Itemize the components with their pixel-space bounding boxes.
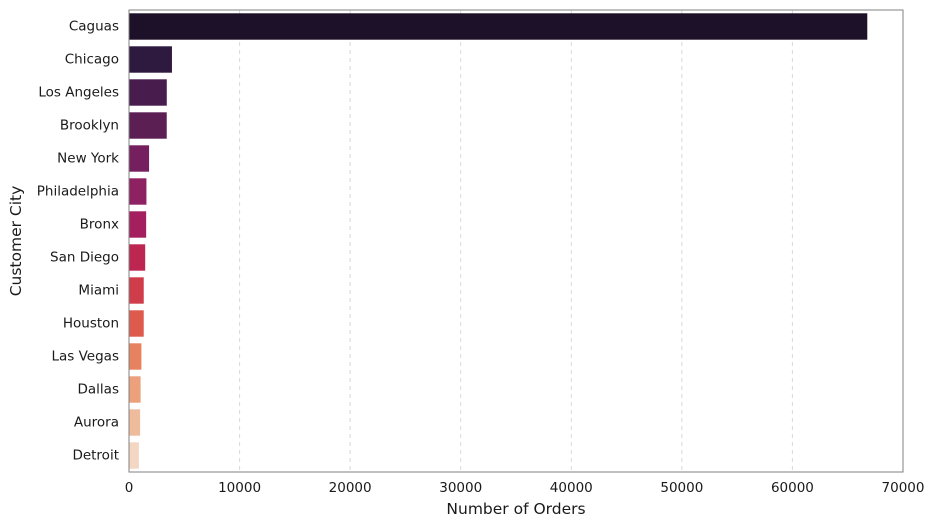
x-tick-label: 10000 [218,480,261,496]
bar [129,343,142,370]
y-tick-label: Las Vegas [52,349,120,365]
y-tick-label: Miami [78,283,119,299]
x-tick-labels: 0 10000 20000 30000 40000 50000 60000 70000 [125,480,925,496]
x-tick-label: 30000 [439,480,482,496]
bar [129,46,172,73]
y-tick-label: Detroit [72,448,119,464]
y-tick-label: Philadelphia [37,184,119,200]
y-tick-label: Chicago [65,52,119,68]
bar [129,310,144,337]
y-tick-label: Los Angeles [38,85,119,101]
y-tick-label: Houston [63,316,119,332]
bar [129,112,167,139]
y-tick-label: New York [57,151,119,167]
x-tick-label: 20000 [329,480,372,496]
y-axis-title: Customer City [7,186,25,297]
y-tick-label: Brooklyn [60,118,119,134]
x-tick-label: 0 [125,480,134,496]
bar [129,244,146,271]
bars [129,13,868,469]
x-tick-label: 60000 [771,480,814,496]
y-tick-labels: Caguas Chicago Los Angeles Brooklyn New York… [37,19,119,464]
x-tick-label: 70000 [882,480,925,496]
x-tick-label: 40000 [550,480,593,496]
gridlines [239,10,793,472]
bar [129,409,141,436]
bar [129,442,139,469]
bar [129,277,144,304]
bar [129,376,141,403]
bar [129,145,150,172]
y-tick-label: Bronx [80,217,119,233]
bar [129,178,147,205]
x-axis-title: Number of Orders [446,500,585,518]
y-tick-label: Caguas [69,19,119,35]
y-tick-label: San Diego [50,250,119,266]
bar [129,13,868,40]
x-tick-label: 50000 [660,480,703,496]
plot-frame [128,9,904,473]
bar [129,211,147,238]
bar [129,79,167,106]
y-tick-label: Aurora [74,415,119,431]
y-tick-label: Dallas [78,382,119,398]
